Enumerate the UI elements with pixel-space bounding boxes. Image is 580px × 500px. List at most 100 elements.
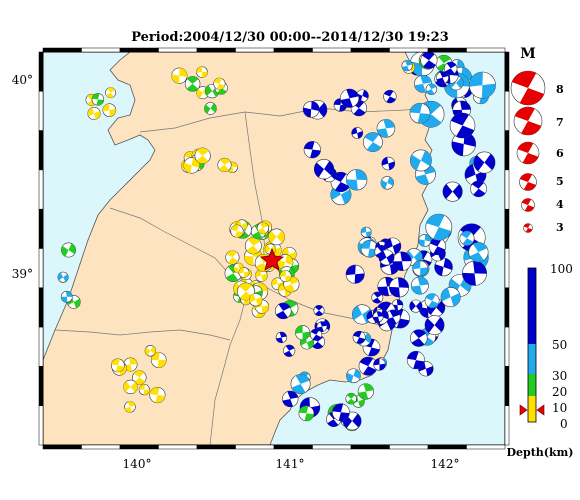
focal-mechanism [274, 302, 292, 320]
focal-mechanism [409, 102, 431, 124]
focal-mechanism [91, 93, 105, 106]
focal-mechanism [346, 368, 361, 384]
focal-mechanism [409, 149, 432, 172]
depth-tick-10: 10 [552, 401, 567, 415]
lon-tick-142: 142° [431, 457, 460, 471]
focal-mechanism [424, 315, 445, 336]
mag-legend-ball-7 [513, 106, 543, 136]
focal-mechanism [102, 103, 117, 117]
focal-mechanism [345, 264, 365, 284]
focal-mechanism [332, 403, 350, 422]
focal-mechanism [428, 237, 447, 256]
focal-mechanism [313, 305, 325, 317]
magnitude-legend: M 8 7 6 5 4 3 [510, 46, 564, 234]
depth-bar-mid [528, 374, 536, 396]
focal-mechanism [279, 270, 292, 283]
focal-mechanism [468, 71, 496, 99]
focal-mechanism [295, 325, 311, 341]
focal-mechanism [150, 352, 167, 368]
focal-mechanism [255, 269, 268, 282]
depth-scale: 100 50 30 20 10 0 Depth(km) [507, 262, 574, 459]
focal-mechanism [473, 151, 496, 174]
focal-mechanism [204, 102, 217, 115]
focal-mechanism [425, 213, 453, 241]
focal-mechanism [290, 374, 311, 395]
focal-mechanism [302, 100, 320, 118]
focal-mechanism [268, 228, 285, 246]
map-frame-ticks [38, 47, 510, 450]
focal-mechanism [371, 291, 384, 304]
focal-mechanism [420, 52, 438, 69]
focal-mechanism [468, 242, 489, 263]
focal-mechanism [442, 181, 463, 202]
focal-mechanism [138, 384, 150, 396]
focal-mechanism [110, 358, 125, 373]
focal-mechanism [225, 250, 240, 265]
focal-mechanism [298, 405, 315, 422]
focal-mechanism [409, 299, 423, 313]
mag-legend-ball-5 [519, 173, 537, 191]
depth-tick-30: 30 [552, 369, 567, 383]
focal-mechanism [401, 60, 413, 72]
focal-mechanism [275, 331, 287, 344]
focal-mechanism [149, 387, 166, 404]
lon-tick-140: 140° [123, 457, 152, 471]
focal-mechanism [372, 311, 384, 323]
focal-mechanism [244, 237, 262, 255]
focal-mechanism [462, 260, 487, 286]
focal-mechanism [352, 330, 366, 344]
focal-mechanism [443, 61, 458, 76]
focal-mechanism [282, 390, 299, 408]
focal-mechanism [362, 132, 383, 153]
mag-label-7: 7 [556, 116, 564, 129]
focal-mechanism [249, 293, 263, 307]
focal-mechanism [410, 329, 428, 347]
focal-mechanism [171, 67, 188, 84]
mag-legend-ball-3 [523, 223, 533, 233]
lon-tick-141: 141° [276, 457, 305, 471]
focal-mechanism [351, 127, 364, 139]
focal-mechanism [238, 267, 250, 278]
focal-mechanism [316, 321, 328, 332]
focal-mechanism [392, 251, 412, 271]
focal-mechanism [213, 77, 226, 90]
focal-mechanism [183, 157, 200, 174]
focal-mechanism [388, 277, 410, 298]
focal-mechanism [132, 370, 147, 385]
focal-mechanism [144, 345, 157, 357]
depth-bar-shallow [528, 396, 536, 422]
focal-mechanism [345, 169, 368, 191]
focal-mechanism [217, 157, 232, 173]
focal-mechanism [440, 287, 461, 308]
focal-mechanism [303, 141, 321, 159]
focal-mechanism [194, 147, 211, 164]
focal-mechanism [470, 180, 487, 198]
mag-legend-ball-8 [510, 70, 546, 106]
mag-label-5: 5 [556, 175, 564, 188]
focal-mechanism [87, 106, 101, 120]
mag-label-6: 6 [556, 147, 564, 160]
focal-mechanism [357, 383, 374, 400]
focal-mechanism [184, 76, 201, 92]
depth-tick-100: 100 [550, 262, 573, 276]
red-star-icon [260, 247, 284, 271]
focal-mechanism [425, 83, 438, 95]
depth-tick-50: 50 [552, 338, 567, 352]
focal-mechanism [385, 309, 401, 325]
focal-mechanism [358, 356, 378, 376]
focal-mechanism [60, 290, 73, 303]
focal-mechanism [380, 176, 394, 190]
focal-mechanism [451, 131, 476, 157]
focal-mechanism [381, 156, 396, 171]
focal-mechanism [123, 379, 138, 395]
focal-mechanism [418, 233, 432, 247]
depth-tick-0: 0 [560, 417, 568, 431]
focal-mechanism [230, 224, 244, 238]
focal-mechanism [256, 222, 269, 235]
focal-mechanism [196, 66, 208, 78]
focal-mechanism [124, 401, 136, 413]
period-title: Period:2004/12/30 00:00--2014/12/30 19:2… [131, 30, 449, 45]
depth-scale-title: Depth(km) [507, 446, 574, 459]
